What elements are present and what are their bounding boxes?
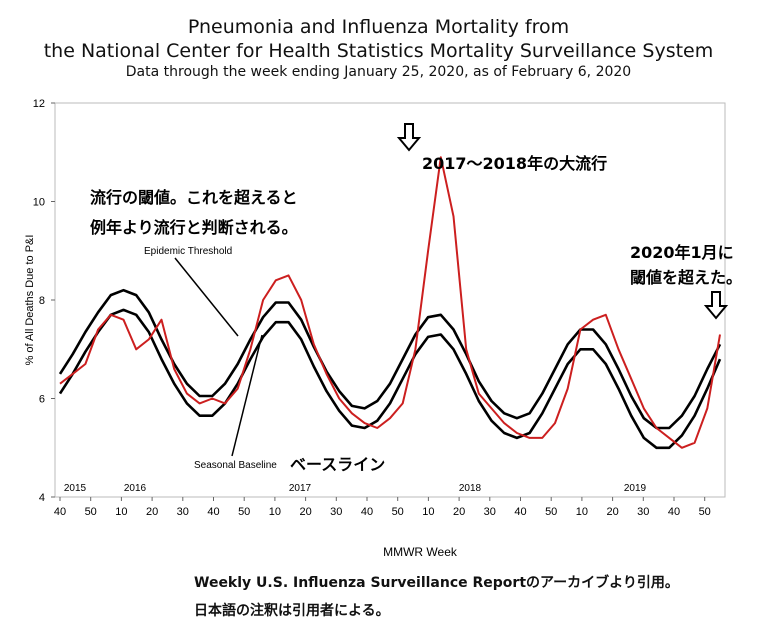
chart-title-line2: the National Center for Health Statistic…: [43, 40, 714, 62]
y-tick-label: 10: [33, 197, 45, 209]
y-tick-label: 12: [33, 98, 45, 110]
jan2020-note-line1: 2020年1月に: [630, 243, 734, 262]
source-note-line1: Weekly U.S. Influenza Surveillance Repor…: [194, 575, 679, 591]
year-label: 2019: [624, 483, 647, 494]
x-tick-label: 20: [299, 506, 311, 518]
peak-note: 2017〜2018年の大流行: [422, 154, 607, 173]
x-axis-label: MMWR Week: [383, 545, 458, 559]
x-tick-label: 10: [115, 506, 127, 518]
x-tick-label: 40: [207, 506, 219, 518]
year-label: 2015: [64, 483, 87, 494]
threshold-note-line2: 例年より流行と判断される。: [90, 218, 298, 237]
down-arrow-icon: [396, 123, 422, 152]
x-tick-label: 20: [146, 506, 158, 518]
series-line-seasonal-baseline: [58, 308, 722, 450]
year-label: 2017: [289, 483, 312, 494]
x-tick-label: 50: [85, 506, 97, 518]
y-tick-label: 8: [39, 295, 45, 307]
x-tick-label: 40: [361, 506, 373, 518]
x-tick-label: 40: [54, 506, 66, 518]
baseline-leader-line: [231, 334, 263, 457]
x-tick-label: 10: [576, 506, 588, 518]
x-tick-label: 40: [668, 506, 680, 518]
source-note-line2: 日本語の注釈は引用者による。: [194, 603, 390, 619]
x-tick-label: 30: [484, 506, 496, 518]
y-tick-label: 4: [39, 492, 45, 504]
x-tick-label: 50: [238, 506, 250, 518]
threshold-leader-line: [174, 257, 239, 337]
x-tick-label: 20: [606, 506, 618, 518]
epidemic-threshold-label: Epidemic Threshold: [144, 246, 232, 257]
x-tick-label: 10: [422, 506, 434, 518]
seasonal-baseline-label: Seasonal Baseline: [194, 460, 277, 471]
jan2020-note-line2: 閾値を超えた。: [630, 268, 742, 287]
x-tick-label: 20: [453, 506, 465, 518]
x-tick-label: 30: [637, 506, 649, 518]
x-tick-label: 10: [269, 506, 281, 518]
down-arrow-icon: [703, 291, 729, 320]
y-tick-label: 6: [39, 394, 45, 406]
threshold-note-line1: 流行の閾値。これを超えると: [90, 188, 298, 207]
y-axis-label: % of All Deaths Due to P&I: [24, 235, 36, 366]
year-label: 2018: [459, 483, 482, 494]
plot-frame: [54, 102, 726, 498]
chart-subtitle: Data through the week ending January 25,…: [125, 64, 632, 80]
x-tick-label: 50: [392, 506, 404, 518]
year-label: 2016: [124, 483, 147, 494]
x-tick-label: 40: [514, 506, 526, 518]
x-tick-label: 50: [545, 506, 557, 518]
series-line-epidemic-threshold: [58, 288, 722, 430]
series-line-observed: [59, 156, 721, 449]
x-tick-label: 50: [699, 506, 711, 518]
chart-title-line1: Pneumonia and Influenza Mortality from: [187, 16, 570, 38]
x-tick-label: 30: [177, 506, 189, 518]
baseline-note: ベースライン: [290, 455, 385, 474]
x-tick-label: 30: [330, 506, 342, 518]
